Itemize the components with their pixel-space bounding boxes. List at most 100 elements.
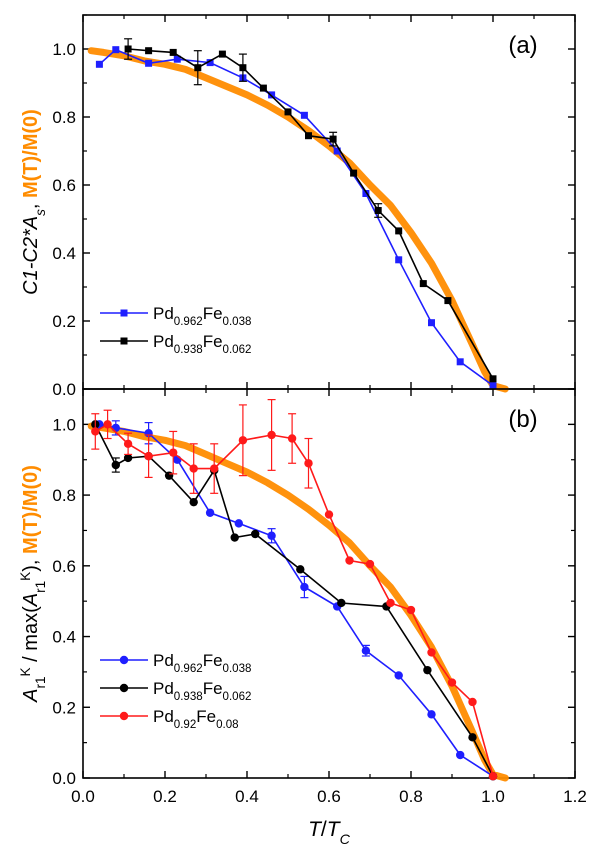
data-point [218, 50, 226, 58]
data-point [259, 84, 267, 92]
data-point [304, 459, 313, 468]
data-point [145, 47, 153, 55]
data-point [234, 519, 243, 528]
y-tick-label: 1.0 [52, 40, 76, 59]
data-point [169, 448, 178, 457]
legend-entry: Pd0.938Fe0.062 [100, 332, 251, 356]
label-part: Pd [153, 332, 174, 351]
series-0 [95, 420, 498, 781]
legend-entry: Pd0.962Fe0.038 [100, 651, 251, 675]
legend-marker [120, 309, 128, 317]
data-point [456, 750, 465, 760]
label-part: Fe [196, 707, 216, 726]
label-part: A [20, 216, 42, 230]
label-part: / [321, 818, 327, 841]
data-point [427, 648, 436, 657]
data-point [210, 464, 219, 473]
y-tick-label: 0.2 [52, 312, 76, 331]
data-point [489, 382, 497, 390]
legend-label: Pd0.938Fe0.062 [153, 679, 251, 703]
y-tick-label: 0.0 [52, 380, 76, 399]
x-axis-label: T/TC [308, 818, 351, 848]
data-point [296, 565, 305, 574]
y-tick-label: 0.6 [52, 557, 76, 576]
label-part: Pd [153, 651, 174, 670]
legend-label: Pd0.92Fe0.08 [153, 707, 239, 731]
legend-marker [119, 683, 129, 693]
data-point [189, 464, 198, 473]
label-part: Fe [203, 304, 223, 323]
data-point [394, 671, 403, 680]
label-part: Fe [203, 651, 223, 670]
data-point [428, 319, 435, 327]
data-point [337, 598, 346, 608]
series-2 [87, 47, 509, 393]
data-point [169, 48, 177, 56]
data-point [300, 111, 308, 119]
data-point [447, 678, 457, 687]
legend-label: Pd0.962Fe0.038 [153, 651, 251, 675]
panel-label: (b) [508, 406, 537, 433]
label-part: M(T)/M(0) [20, 109, 42, 198]
label-part: Fe [203, 679, 223, 698]
data-point [173, 55, 181, 63]
y-tick-label: 0.4 [52, 244, 76, 263]
series-line [98, 48, 494, 387]
data-point [91, 427, 100, 436]
label-part: Pd [153, 707, 174, 726]
data-point [361, 646, 371, 655]
data-point [468, 697, 477, 707]
data-point [386, 598, 395, 608]
y-tick-label: 1.0 [52, 415, 76, 434]
data-point [251, 529, 260, 539]
x-tick-label: 0.2 [153, 787, 177, 806]
data-point [206, 59, 214, 67]
data-point [489, 375, 497, 383]
legend-label: Pd0.938Fe0.062 [153, 332, 251, 356]
x-tick-label: 1.2 [563, 787, 587, 806]
data-point [333, 147, 341, 155]
series-3 [87, 422, 509, 782]
y-tick-label: 0.8 [52, 108, 76, 127]
legend-marker [119, 711, 129, 721]
label-part: K [18, 572, 33, 581]
y-axis-label: C1-C2*As, M(T)/M(0) [20, 109, 48, 295]
label-part: T [327, 818, 342, 841]
label-part: C1-C2* [20, 228, 42, 295]
magnetization-curve [87, 422, 509, 782]
y-tick-label: 0.0 [52, 769, 76, 788]
label-part: 0.038 [223, 316, 252, 328]
legend-entry: Pd0.92Fe0.08 [100, 707, 239, 731]
data-point [123, 453, 133, 463]
chart-panel-b: 0.0 0.2 0.4 0.6 0.8 1.0 0.0 0.2 0.4 0.6 0.8 1.0 1.2 (… [18, 388, 587, 848]
label-part: r1 [33, 581, 48, 593]
data-point [488, 772, 498, 781]
label-part: s [33, 209, 48, 216]
y-tick-label: 0.2 [52, 698, 76, 717]
x-tick-label: 0.4 [235, 787, 259, 806]
data-point [284, 108, 292, 116]
data-point [287, 434, 297, 443]
x-tick-label: 0.0 [71, 787, 95, 806]
label-part: Fe [203, 332, 223, 351]
x-tick-label: 0.6 [317, 787, 341, 806]
data-point [124, 45, 132, 53]
label-part: A [20, 689, 42, 703]
data-point [456, 358, 464, 366]
data-point [189, 497, 198, 507]
data-point [427, 710, 436, 719]
series-1 [91, 420, 498, 781]
label-part: C [340, 832, 351, 848]
label-part: T [308, 818, 323, 841]
data-point [194, 64, 202, 72]
data-point [395, 227, 403, 235]
x-tick-label: 0.8 [399, 787, 423, 806]
data-point [329, 135, 337, 143]
data-point [444, 297, 452, 305]
y-tick-label: 0.4 [52, 628, 76, 647]
data-point [238, 436, 248, 445]
data-point [324, 510, 334, 519]
data-point [345, 556, 354, 565]
data-point [145, 59, 153, 67]
